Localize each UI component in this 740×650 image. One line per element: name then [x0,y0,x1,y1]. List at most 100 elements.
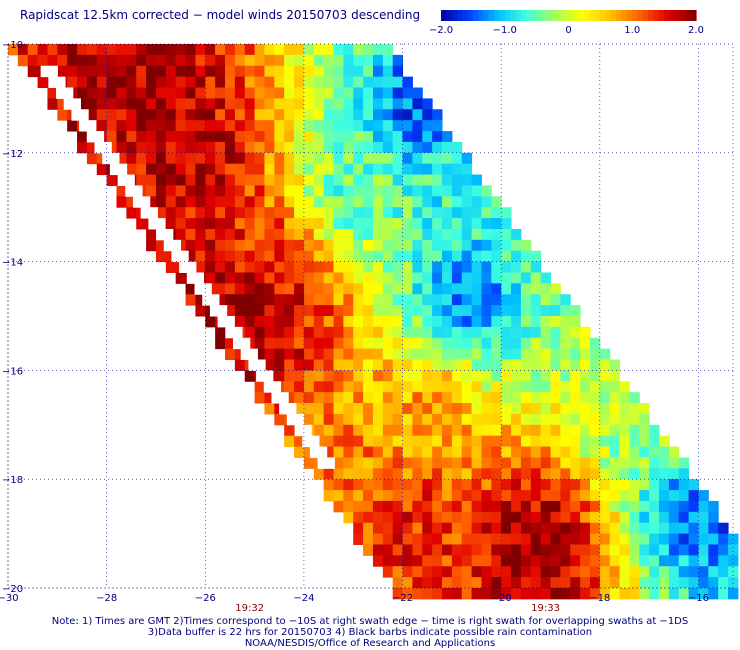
heatmap-cell [442,218,453,230]
heatmap-cell [639,490,650,502]
heatmap-cell [422,250,433,263]
heatmap-cell [382,511,394,524]
heatmap-cell [649,479,660,491]
heatmap-cell [313,250,325,263]
heatmap-cell [432,326,443,339]
heatmap-cell [461,326,473,339]
heatmap-cell [678,577,690,589]
heatmap-cell [392,435,404,448]
heatmap-cell [353,109,364,121]
heatmap-cell [323,435,335,448]
heatmap-cell [382,326,394,339]
heatmap-cell [392,87,404,99]
heatmap-cell [86,87,98,99]
heatmap-cell [195,250,206,263]
heatmap-cell [580,392,591,404]
heatmap-cell [461,196,473,208]
heatmap-cell [363,120,374,132]
missing-data-cell [117,174,135,186]
heatmap-cell [274,174,285,186]
heatmap-cell [382,544,394,556]
heatmap-cell [313,316,325,328]
heatmap-cell [491,305,502,317]
heatmap-cell [264,359,275,371]
heatmap-cell [422,511,433,524]
heatmap-cell [609,359,621,371]
heatmap-cell [353,98,364,110]
heatmap-cell [471,413,482,426]
heatmap-cell [442,250,453,263]
heatmap-cell [501,283,512,295]
heatmap-cell [570,577,581,589]
heatmap-cell [412,522,423,535]
heatmap-cell [540,272,552,284]
colorbar-segment [456,10,463,21]
heatmap-cell [392,577,404,589]
heatmap-cell [520,522,532,535]
heatmap-cell [363,131,374,143]
heatmap-cell [57,98,68,110]
heatmap-cell [442,479,453,491]
heatmap-cell [165,65,177,78]
heatmap-cell [392,239,404,252]
heatmap-cell [303,337,315,350]
heatmap-cell [520,316,532,328]
heatmap-cell [353,272,364,284]
heatmap-cell [274,228,285,241]
missing-data-cell [56,87,74,99]
heatmap-cell [185,152,196,165]
heatmap-cell [215,98,226,110]
heatmap-cell [461,348,473,361]
heatmap-cell [303,239,315,252]
heatmap-cell [313,218,325,230]
heatmap-cell [363,522,374,535]
heatmap-cell [402,446,413,458]
heatmap-cell [96,76,108,89]
heatmap-cell [205,87,216,99]
heatmap-cell [501,403,512,415]
heatmap-cell [442,370,453,382]
heatmap-cell [570,588,581,600]
heatmap-cell [343,479,354,491]
heatmap-cell [165,109,177,121]
heatmap-cell [106,65,118,78]
heatmap-cell [155,65,167,78]
heatmap-cell [185,174,196,186]
heatmap-cell [195,218,206,230]
heatmap-cell [372,316,384,328]
heatmap-cell [294,196,305,208]
heatmap-cell [491,555,502,567]
heatmap-cell [540,337,552,350]
heatmap-cell [363,359,374,371]
colorbar-segment [579,10,586,21]
heatmap-cell [382,87,394,99]
heatmap-cell [343,141,354,154]
heatmap-cell [116,141,127,154]
heatmap-cell [412,228,423,241]
heatmap-cell [491,207,502,219]
heatmap-cell [639,544,650,556]
heatmap-cell [353,54,364,67]
heatmap-cell [530,392,542,404]
heatmap-cell [303,316,315,328]
heatmap-cell [511,359,522,371]
heatmap-cell [146,239,157,252]
heatmap-cell [284,370,295,382]
heatmap-cell [550,479,561,491]
heatmap-cell [303,163,315,176]
heatmap-cell [580,479,591,491]
heatmap-cell [77,141,88,154]
heatmap-cell [136,120,147,132]
heatmap-cell [264,392,275,404]
heatmap-cell [451,446,463,458]
heatmap-cell [649,446,660,458]
heatmap-cell [96,152,108,165]
heatmap-cell [501,381,512,393]
heatmap-cell [175,152,187,165]
heatmap-cell [491,413,502,426]
heatmap-cell [313,283,325,295]
heatmap-cell [698,533,709,545]
heatmap-cell [678,479,690,491]
heatmap-cell [530,435,542,448]
heatmap-cell [451,294,463,306]
